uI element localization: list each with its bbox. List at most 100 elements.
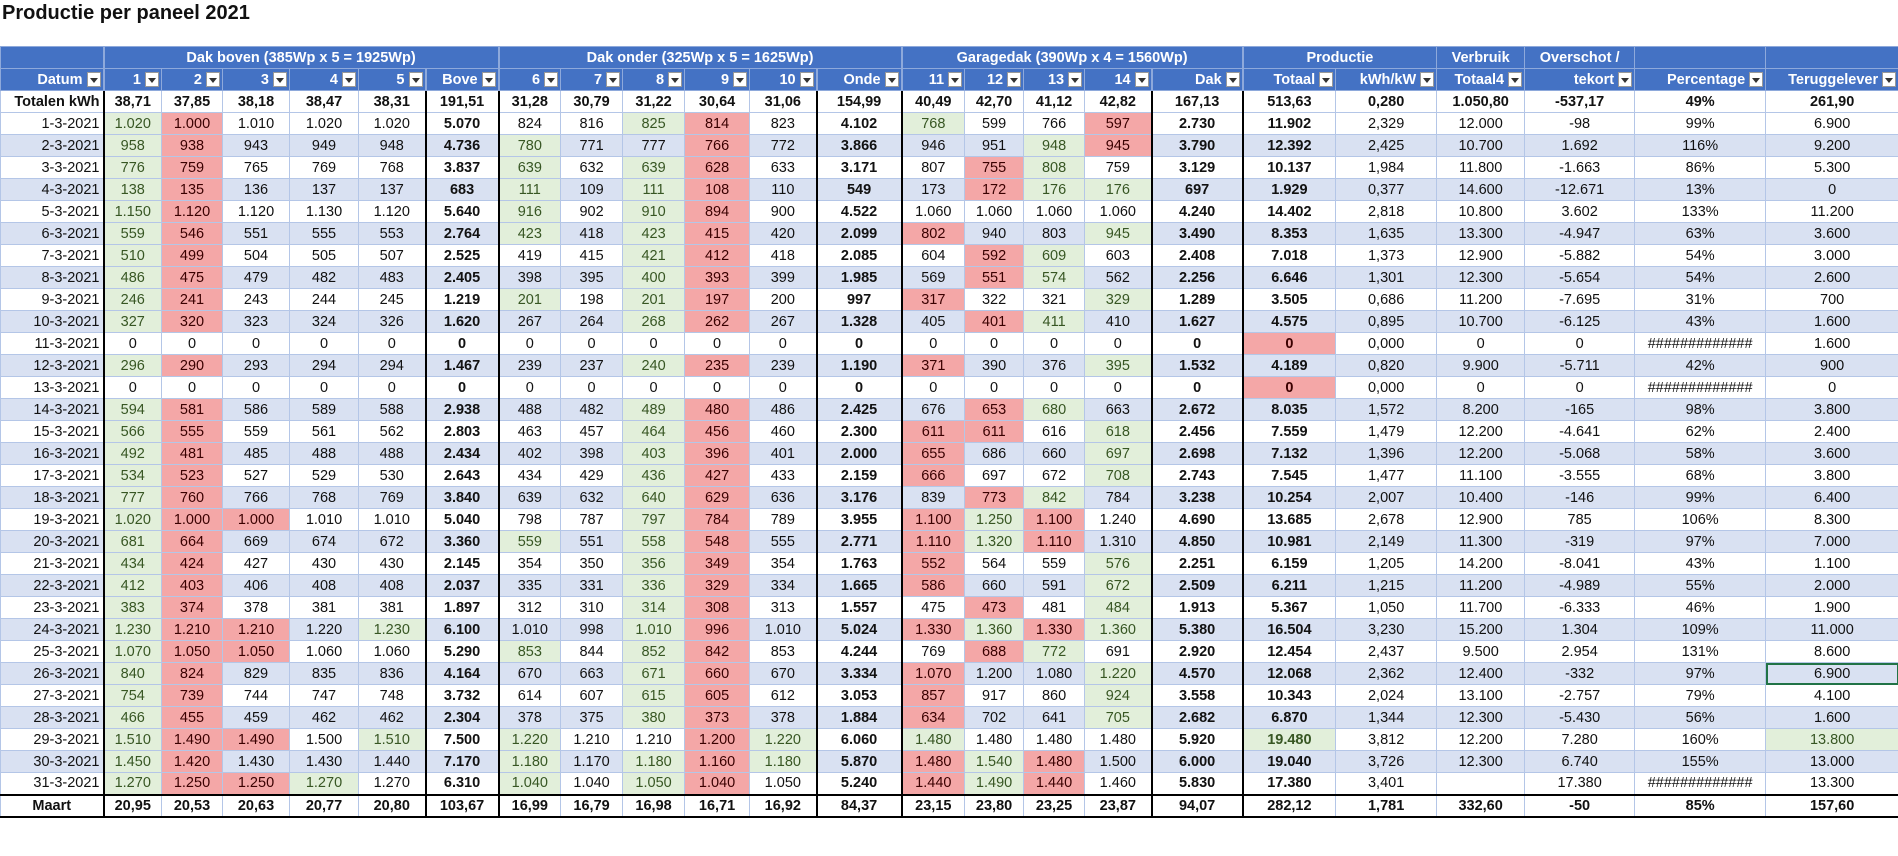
cell: 13%	[1634, 178, 1767, 201]
cell: 246	[102, 288, 162, 311]
column-header[interactable]: Onde	[815, 68, 903, 91]
data-row: 3-3-2021 776 759 765 769 768 3.837 639 632 639 628…	[0, 156, 1898, 179]
cell: 666	[900, 464, 966, 487]
cell: 574	[1023, 266, 1086, 289]
column-header[interactable]: kWh/kW	[1335, 68, 1438, 91]
cell: 1.230	[358, 618, 426, 641]
column-header[interactable]: 9	[684, 68, 751, 91]
cell: 551	[964, 266, 1025, 289]
column-header[interactable]: tekort	[1524, 68, 1636, 91]
column-header[interactable]: 1	[102, 68, 162, 91]
cell: 411	[1023, 310, 1086, 333]
cell: 464	[622, 420, 686, 443]
cell: 460	[749, 420, 818, 443]
cell: 430	[358, 552, 426, 575]
cell: 562	[1084, 266, 1153, 289]
data-row: 22-3-2021 412 403 406 408 408 2.037 335 331 336 32…	[0, 574, 1898, 597]
column-header[interactable]: Teruggelever	[1765, 68, 1898, 91]
column-header[interactable]: 8	[622, 68, 686, 91]
cell: 2.525	[424, 244, 500, 267]
cell: 1.270	[358, 772, 426, 795]
totals-cell: 191,51	[424, 90, 500, 113]
data-row: 4-3-2021 138 135 136 137 137 683 111 109 111 108 11…	[0, 178, 1898, 201]
cell: 1.480	[1023, 750, 1086, 773]
cell: 1,477	[1335, 464, 1438, 487]
totals-cell: 38,18	[222, 90, 290, 113]
cell: 597	[1084, 112, 1153, 135]
totals-cell: -537,17	[1524, 90, 1636, 113]
totals-cell: 513,63	[1241, 90, 1337, 113]
cell: 1.500	[289, 728, 359, 751]
cell: 356	[622, 552, 686, 575]
cell: 0,686	[1335, 288, 1438, 311]
cell: 581	[161, 398, 223, 421]
column-header[interactable]: Datum	[0, 68, 104, 91]
column-header[interactable]: 6	[497, 68, 562, 91]
cell: 455	[161, 706, 223, 729]
cell: 747	[289, 684, 359, 707]
cell: 2.000	[1765, 574, 1898, 597]
cell: 14.200	[1436, 552, 1526, 575]
cell: 839	[900, 486, 966, 509]
column-header[interactable]: 11	[900, 68, 966, 91]
column-header[interactable]: Bove	[424, 68, 500, 91]
cell: 996	[684, 618, 751, 641]
cell: 410	[1084, 310, 1153, 333]
data-row: 8-3-2021 486 475 479 482 483 2.405 398 395 400 393…	[0, 266, 1898, 289]
cell: 938	[161, 134, 223, 157]
column-header[interactable]: 3	[222, 68, 290, 91]
column-header[interactable]: Totaal	[1241, 68, 1337, 91]
column-header[interactable]: 13	[1023, 68, 1086, 91]
column-header[interactable]: 4	[289, 68, 359, 91]
cell: 1.100	[900, 508, 966, 531]
cell: 3,812	[1335, 728, 1438, 751]
cell: -4.641	[1524, 420, 1636, 443]
cell: 1.060	[900, 200, 966, 223]
cell: 0	[1524, 332, 1636, 355]
data-row: 28-3-2021 466 455 459 462 462 2.304 378 375 380 37…	[0, 706, 1898, 729]
cell: 700	[1765, 288, 1898, 311]
cell: 2.682	[1150, 706, 1244, 729]
cell: 639	[497, 486, 562, 509]
cell: 1.010	[289, 508, 359, 531]
data-row: 13-3-2021 0 0 0 0 0 0 0 0 0 0 0 0 0 0 0 0 0 0 0,000 0 0 ######…	[0, 376, 1898, 399]
cell: 354	[749, 552, 818, 575]
cell: 15-3-2021	[0, 420, 104, 443]
column-header[interactable]: 7	[560, 68, 624, 91]
column-header[interactable]: Totaal4	[1436, 68, 1526, 91]
column-header[interactable]: 5	[358, 68, 426, 91]
cell: 349	[684, 552, 751, 575]
column-header[interactable]: Dak	[1150, 68, 1244, 91]
cell: 664	[161, 530, 223, 553]
column-header[interactable]: 10	[749, 68, 818, 91]
data-row: 11-3-2021 0 0 0 0 0 0 0 0 0 0 0 0 0 0 0 0 0 0 0,000 0 0 ######…	[0, 332, 1898, 355]
column-header[interactable]: 2	[161, 68, 223, 91]
column-header[interactable]: Percentage	[1634, 68, 1767, 91]
cell: 844	[560, 640, 624, 663]
cell: 611	[964, 420, 1025, 443]
cell: 3.732	[424, 684, 500, 707]
cell: 797	[622, 508, 686, 531]
totals-cell: 30,79	[560, 90, 624, 113]
cell: 2.764	[424, 222, 500, 245]
data-row: 10-3-2021 327 320 323 324 326 1.620 267 264 268 26…	[0, 310, 1898, 333]
cell: 403	[161, 574, 223, 597]
cell: 466	[102, 706, 162, 729]
column-header[interactable]: 14	[1084, 68, 1153, 91]
cell: 1.270	[289, 772, 359, 795]
column-header[interactable]: 12	[964, 68, 1025, 91]
cell: 5.070	[424, 112, 500, 135]
cell: 0	[222, 332, 290, 355]
cell: 488	[289, 442, 359, 465]
cell: 381	[289, 596, 359, 619]
cell: 566	[102, 420, 162, 443]
cell: 172	[964, 178, 1025, 201]
cell: 499	[161, 244, 223, 267]
cell: 3.790	[1150, 134, 1244, 157]
cell: 824	[161, 662, 223, 685]
footer-cell: 157,60	[1765, 793, 1898, 818]
cell: 6.310	[424, 772, 500, 795]
cell: 769	[900, 640, 966, 663]
cell: -332	[1524, 662, 1636, 685]
cell: 1.080	[1023, 662, 1086, 685]
